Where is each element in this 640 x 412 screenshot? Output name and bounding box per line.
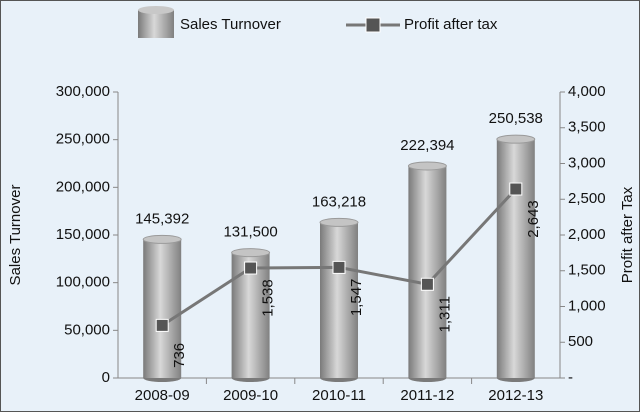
bar [496,139,535,378]
y-tick-label: 250,000 [56,131,110,148]
legend-label: Sales Turnover [180,16,281,33]
y-tick-label: 200,000 [56,178,110,195]
y-tick-label: 0 [102,369,110,386]
y2-tick-label: 2,000 [568,226,606,243]
y2-tick-label: 3,500 [568,119,606,136]
legend-bar-top [138,6,174,14]
line-value-label: 1,311 [436,296,453,332]
line-value-label: 1,538 [260,279,277,317]
line-value-label: 2,643 [525,200,542,238]
legend: Sales Turnover Profit after tax [138,6,498,38]
y2-tick-label: 4,000 [568,83,606,100]
bar-top [319,217,359,227]
line-marker [420,277,434,291]
line-marker [155,318,169,332]
bar-top [231,248,271,258]
y-tick-label: 50,000 [64,321,110,338]
bar-value-label: 131,500 [223,224,277,241]
bar-value-label: 222,394 [400,137,454,154]
bar-value-label: 163,218 [312,193,366,210]
legend-marker [365,17,381,33]
y2-tick-label: 2,500 [568,190,606,207]
y2-tick-label: 3,000 [568,154,606,171]
x-tick-label: 2010-11 [312,387,366,404]
y2-tick-label: 500 [568,333,593,350]
y-axis-label: Sales Turnover [7,185,24,286]
x-tick-label: 2008-09 [135,387,190,404]
y2-tick-label: - [568,369,573,386]
line-value-label: 1,547 [348,279,365,317]
x-tick-label: 2011-12 [400,387,454,404]
line-marker [509,182,523,196]
y-tick-label: 150,000 [56,226,110,243]
y2-tick-label: 1,000 [568,297,606,314]
y2-axis-label: Profit after Tax [619,186,636,283]
line-marker [332,260,346,274]
legend-bar-icon [138,10,174,38]
x-tick-label: 2012-13 [488,387,543,404]
bar-value-label: 250,538 [489,110,543,127]
y-tick-label: 300,000 [56,83,110,100]
bar [320,222,358,378]
y2-tick-label: 1,500 [568,262,606,279]
y-tick-label: 100,000 [56,274,110,291]
bar-top [496,134,536,144]
legend-label: Profit after tax [404,16,498,33]
line-marker [244,261,258,275]
line-value-label: 736 [171,343,188,368]
bar-top [407,161,447,171]
bar [143,239,182,378]
bar-value-label: 145,392 [135,210,189,227]
x-tick-label: 2009-10 [223,387,278,404]
bar-top [142,234,182,244]
